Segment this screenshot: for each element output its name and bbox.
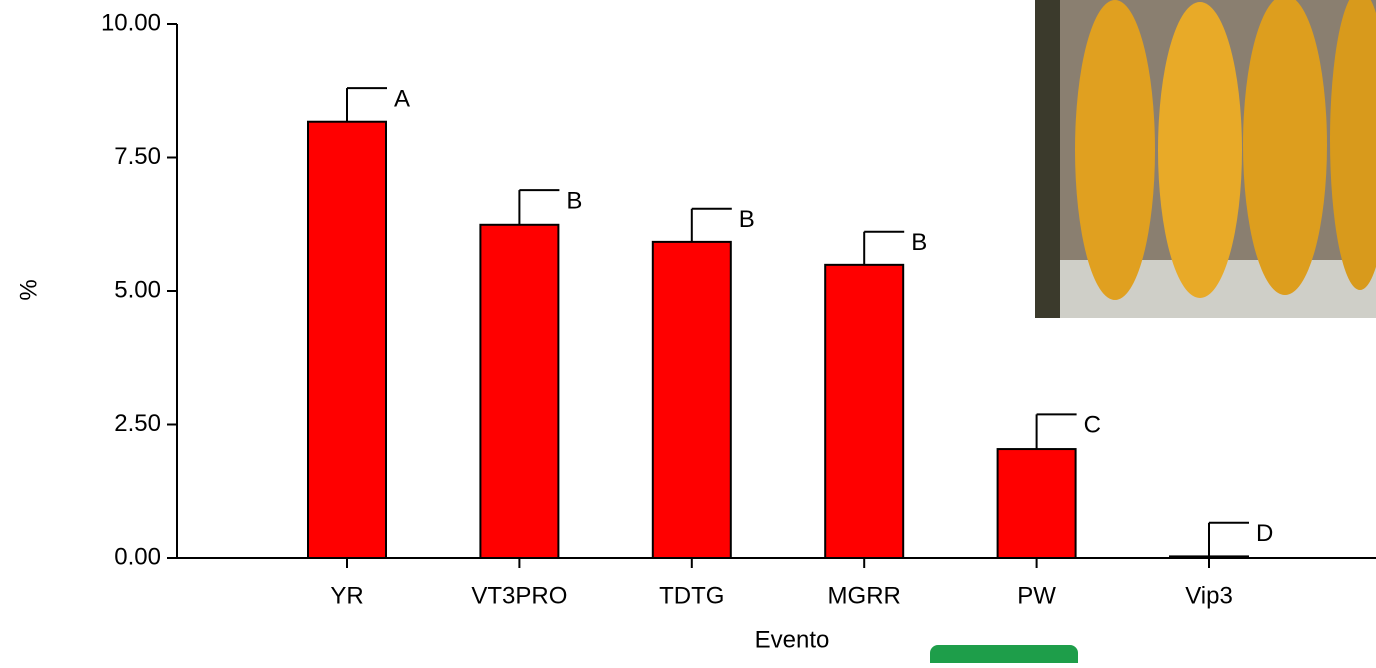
y-tick-label: 10.00 (101, 9, 161, 36)
y-axis-label: % (15, 279, 42, 300)
y-tick-label: 5.00 (114, 276, 161, 303)
annotation: D (1256, 520, 1273, 547)
x-tick-label: YR (330, 582, 363, 609)
bar (651, 240, 732, 559)
bar (824, 263, 905, 559)
y-tick-label: 0.00 (114, 543, 161, 570)
x-tick-label: Vip3 (1185, 582, 1233, 609)
annotation: B (911, 229, 927, 256)
bar (1169, 555, 1249, 560)
x-tick-label: VT3PRO (471, 582, 567, 609)
bar (479, 223, 560, 559)
button[interactable] (930, 645, 1078, 668)
annotation: C (1084, 412, 1101, 439)
y-tick-label: 2.50 (114, 410, 161, 437)
bar (307, 120, 387, 560)
photo (1035, 0, 1376, 318)
x-tick-label: PW (1017, 582, 1056, 609)
bar (996, 448, 1077, 559)
annotation: B (739, 206, 755, 233)
y-tick-label: 7.50 (114, 143, 161, 170)
x-axis-label: Evento (755, 626, 830, 653)
annotation: B (566, 187, 582, 214)
x-tick-label: TDTG (659, 582, 724, 609)
annotation: A (394, 85, 410, 112)
x-tick-label: MGRR (828, 582, 901, 609)
